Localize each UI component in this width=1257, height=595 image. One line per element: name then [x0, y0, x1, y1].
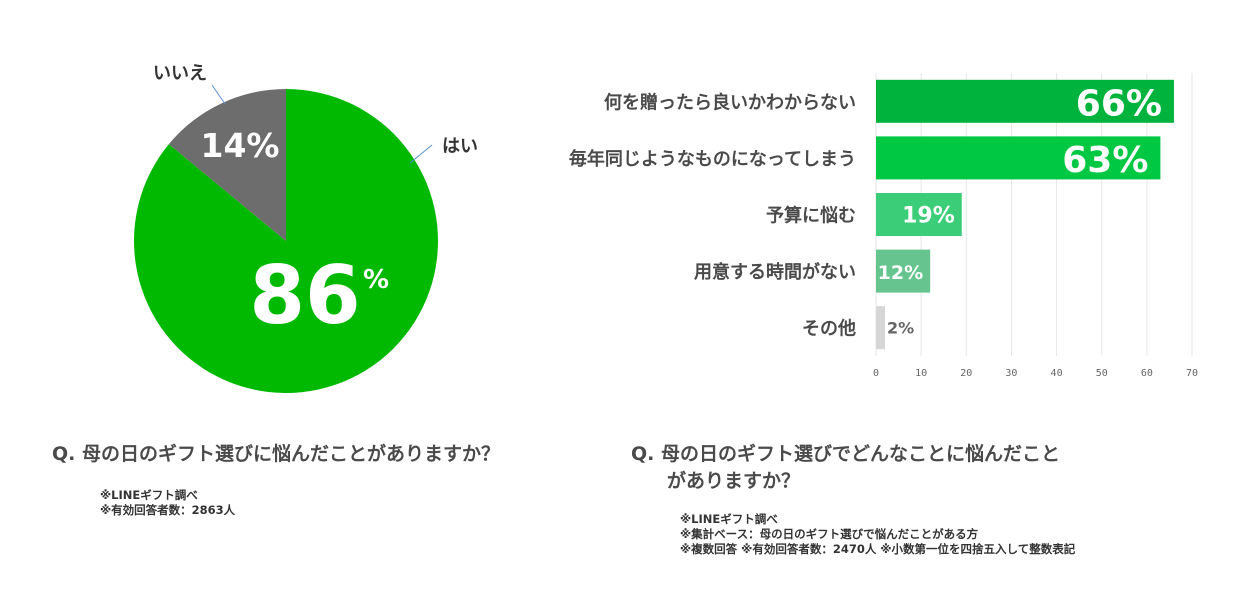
x-tick-label-3: 30 — [1005, 368, 1017, 379]
right-question-line-2: がありますか？ — [667, 470, 801, 492]
bar-value-label-1: 63% — [1062, 140, 1148, 181]
pie-category-label-0: はい — [442, 136, 478, 157]
bar-value-label-3: 12% — [878, 262, 923, 284]
x-tick-label-0: 0 — [873, 368, 879, 379]
x-tick-label-2: 20 — [960, 368, 972, 379]
category-label-4: その他 — [802, 318, 856, 340]
pie-value-unit-0: % — [363, 265, 389, 295]
right-note-base: ※集計ベース：母の日のギフト選びで悩んだことがある方 — [680, 527, 979, 541]
bar-1 — [876, 136, 1161, 180]
x-tick-label-4: 40 — [1051, 368, 1063, 379]
bar-value-label-0: 66% — [1076, 83, 1162, 124]
bar-value-label-2: 19% — [902, 204, 955, 229]
category-label-1: 毎年同じようなものになってしまう — [569, 148, 856, 170]
category-label-2: 予算に悩む — [766, 205, 856, 227]
right-question-line-1: Q. 母の日のギフト選びでどんなことに悩んだこと — [631, 443, 1060, 465]
x-tick-label-6: 60 — [1141, 368, 1153, 379]
pie-chart: 86 % 14% はい いいえ — [133, 63, 478, 393]
pie-value-label-1: 14% — [201, 126, 280, 165]
bar-4 — [876, 306, 886, 350]
pie-category-label-1: いいえ — [153, 63, 207, 84]
bar-0 — [876, 79, 1174, 123]
left-note-source: ※LINEギフト調べ — [100, 488, 198, 502]
bar-chart: 0 10 20 30 40 50 60 70 何を贈ったら良いかわからない 66% 毎年同じようなも… — [569, 73, 1198, 379]
x-tick-label-7: 70 — [1186, 368, 1198, 379]
right-note-source: ※LINEギフト調べ — [680, 512, 778, 526]
category-label-0: 何を贈ったら良いかわからない — [604, 91, 856, 113]
x-tick-label-1: 10 — [915, 368, 927, 379]
bar-2 — [876, 193, 962, 236]
pie-slice-1 — [168, 89, 286, 241]
left-question: Q. 母の日のギフト選びに悩んだことがありますか？ — [52, 443, 500, 465]
bar-value-label-4: 2% — [887, 319, 914, 338]
category-label-3: 用意する時間がない — [694, 261, 856, 283]
pie-leader-line-1 — [211, 84, 226, 105]
bar-3 — [876, 249, 931, 293]
left-note-respondents: ※有効回答者数：2863人 — [100, 503, 236, 517]
right-note-details: ※複数回答 ※有効回答者数：2470人 ※小数第一位を四捨五入して整数表記 — [680, 542, 1076, 556]
pie-leader-line-0 — [409, 144, 433, 164]
x-tick-label-5: 50 — [1096, 368, 1108, 379]
pie-value-label-0: 86 — [249, 249, 360, 342]
